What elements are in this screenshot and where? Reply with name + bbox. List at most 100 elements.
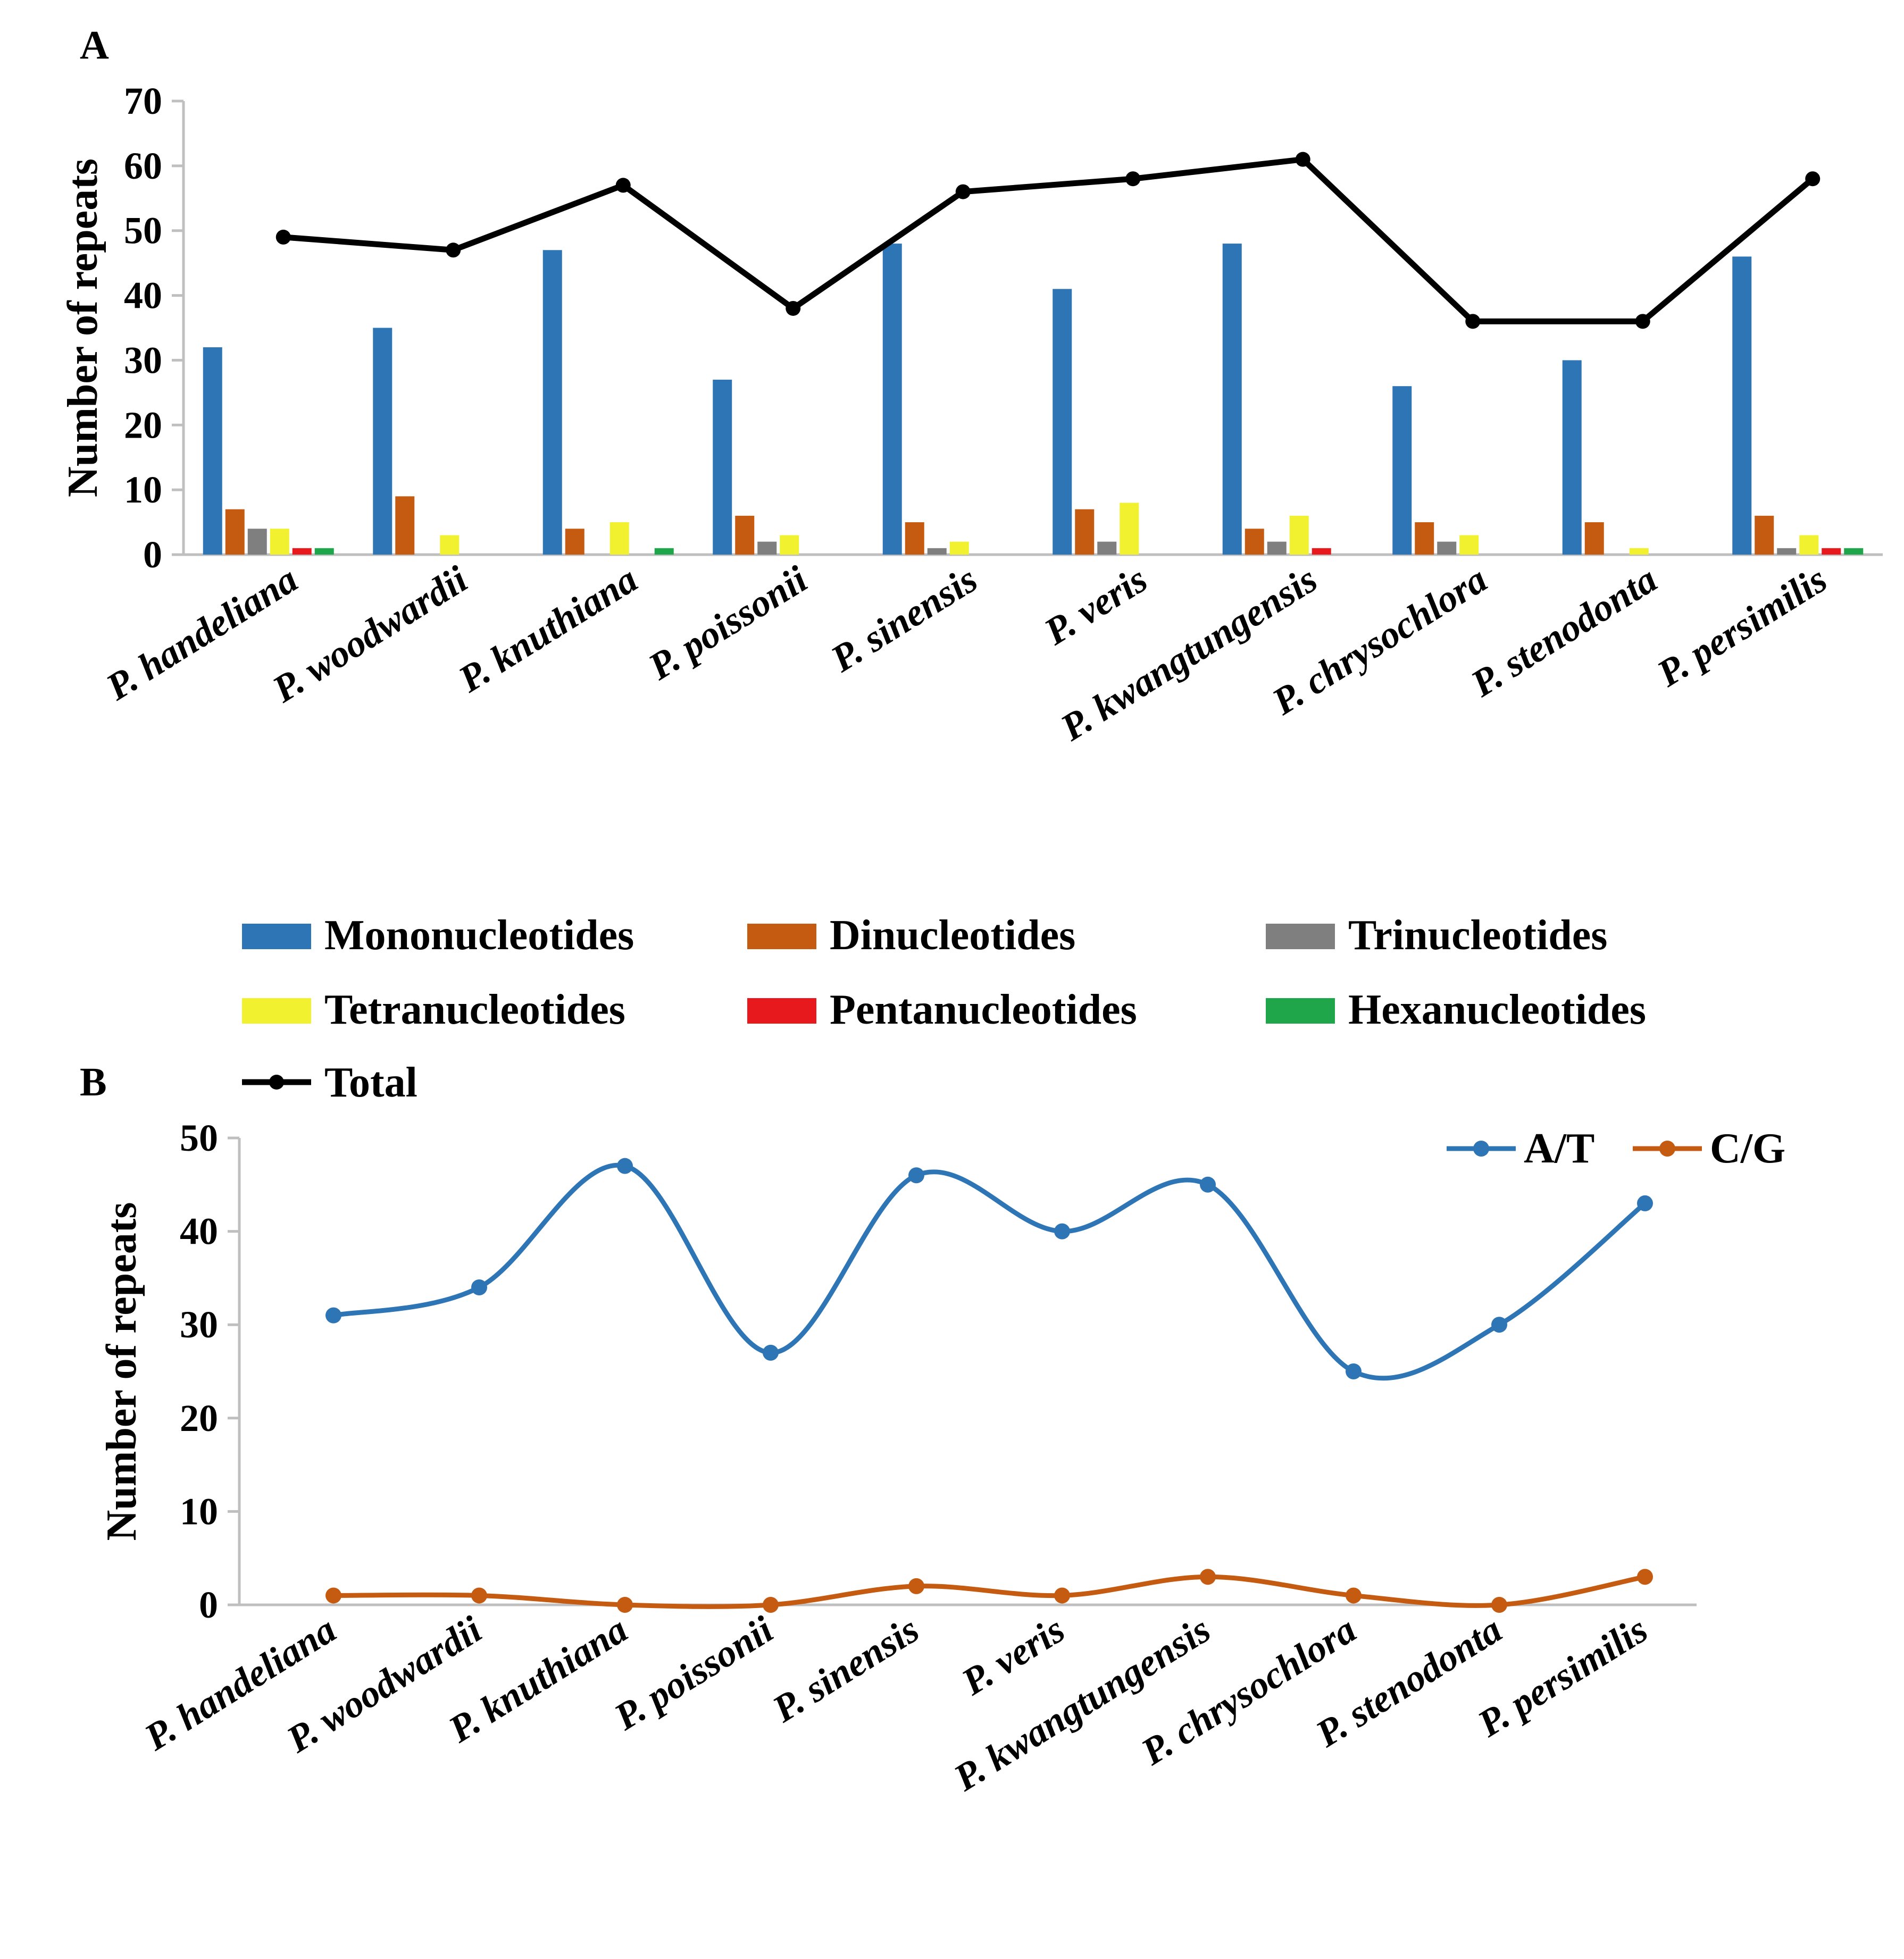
bar-tetranucleotides (780, 535, 799, 555)
y-tick-label-b: 40 (180, 1210, 218, 1253)
y-tick-label-a: 30 (124, 339, 162, 381)
x-tick-label-a: P. veris (1037, 558, 1155, 654)
x-tick-label-b: P. sinensis (765, 1608, 926, 1731)
bar-dinucleotides (1584, 522, 1604, 555)
legend-label-dinucleotides: Dinucleotides (830, 912, 1075, 959)
series-point-a-t (763, 1344, 779, 1361)
y-axis-title-b: Number of repeats (98, 1202, 145, 1541)
bar-tetranucleotides (440, 535, 460, 555)
y-tick-label-a: 40 (124, 274, 162, 317)
y-axis-title-a: Number of repeats (60, 158, 106, 497)
bar-dinucleotides (905, 522, 924, 555)
legend-label-a-t: A/T (1524, 1125, 1594, 1172)
y-tick-label-b: 30 (180, 1303, 218, 1346)
bar-tetranucleotides (609, 522, 629, 555)
series-point-a-t (1637, 1195, 1653, 1211)
bar-mononucleotides (882, 244, 902, 555)
total-point (1295, 152, 1310, 167)
series-point-c-g (1200, 1569, 1216, 1585)
bar-mononucleotides (373, 328, 393, 555)
x-tick-label-b: P. veris (954, 1608, 1072, 1704)
legend-marker-c-g (1659, 1141, 1675, 1157)
x-tick-label-a: P. knuthiana (451, 558, 645, 701)
series-point-c-g (1491, 1597, 1507, 1613)
legend-label-mononucleotides: Mononucleotides (324, 912, 634, 959)
legend-swatch-trinucleotides (1266, 924, 1335, 949)
series-point-a-t (1054, 1223, 1070, 1240)
total-point (955, 184, 971, 199)
legend-label-tetranucleotides: Tetranucleotides (324, 986, 625, 1033)
series-point-a-t (1491, 1317, 1507, 1333)
x-tick-label-a: P. stenodonta (1463, 558, 1664, 706)
bar-trinucleotides (1437, 541, 1457, 555)
total-point (275, 229, 291, 245)
y-tick-label-a: 50 (124, 210, 162, 252)
bar-mononucleotides (1732, 256, 1752, 555)
bar-pentanucleotides (1312, 548, 1331, 555)
total-point (1635, 314, 1650, 329)
series-line-c-g (333, 1574, 1646, 1609)
total-point (1125, 171, 1141, 187)
y-tick-label-a: 10 (124, 468, 162, 511)
bar-tetranucleotides (270, 529, 289, 555)
bar-dinucleotides (735, 515, 755, 555)
bar-dinucleotides (1075, 509, 1095, 555)
bar-trinucleotides (757, 541, 777, 555)
series-point-a-t (908, 1167, 924, 1184)
bar-trinucleotides (1267, 541, 1287, 555)
bar-dinucleotides (395, 496, 415, 555)
x-tick-label-a: P. persimilis (1649, 558, 1834, 695)
x-tick-label-a: P. poissonii (641, 558, 815, 689)
x-tick-label-a: P. sinensis (823, 558, 984, 681)
panel-a-label: A (80, 23, 109, 68)
bar-trinucleotides (1777, 548, 1797, 555)
bar-tetranucleotides (949, 541, 969, 555)
bar-trinucleotides (247, 529, 267, 555)
bar-pentanucleotides (292, 548, 312, 555)
panel-b-label: B (80, 1060, 107, 1104)
legend-label-hexanucleotides: Hexanucleotides (1348, 986, 1646, 1033)
series-point-c-g (1346, 1587, 1362, 1604)
series-point-c-g (1637, 1569, 1653, 1585)
legend-swatch-pentanucleotides (747, 998, 816, 1024)
y-tick-label-a: 20 (124, 404, 162, 446)
series-point-a-t (1200, 1176, 1216, 1193)
series-point-c-g (325, 1587, 341, 1604)
legend-label-total: Total (324, 1059, 417, 1106)
legend-label-trinucleotides: Trinucleotides (1348, 912, 1607, 959)
legend-swatch-tetranucleotides (242, 998, 311, 1024)
bar-dinucleotides (1245, 529, 1264, 555)
y-tick-label-b: 10 (180, 1490, 218, 1533)
series-point-c-g (763, 1597, 779, 1613)
total-point (1465, 314, 1481, 329)
series-point-a-t (617, 1158, 633, 1174)
bar-mononucleotides (203, 347, 222, 555)
total-line (283, 156, 1815, 324)
series-line-a-t (333, 1162, 1647, 1381)
y-tick-label-a: 60 (124, 145, 162, 187)
series-point-c-g (1054, 1587, 1070, 1604)
y-tick-label-a: 0 (143, 533, 162, 576)
legend-swatch-hexanucleotides (1266, 998, 1335, 1024)
bar-pentanucleotides (1822, 548, 1841, 555)
series-point-c-g (908, 1578, 924, 1594)
bar-tetranucleotides (1120, 503, 1139, 555)
legend-swatch-mononucleotides (242, 924, 311, 949)
bar-tetranucleotides (1289, 515, 1309, 555)
total-point (1805, 171, 1821, 187)
y-tick-label-b: 20 (180, 1397, 218, 1439)
series-point-a-t (471, 1279, 487, 1295)
bar-dinucleotides (1755, 515, 1774, 555)
series-point-a-t (325, 1307, 341, 1324)
bar-mononucleotides (713, 379, 732, 555)
bar-tetranucleotides (1629, 548, 1649, 555)
series-point-c-g (617, 1597, 633, 1613)
x-tick-label-b: P. kwangtungensis (946, 1608, 1217, 1799)
y-tick-label-a: 70 (124, 80, 162, 122)
total-point (786, 300, 801, 316)
legend-swatch-dinucleotides (747, 924, 816, 949)
bar-mononucleotides (1392, 386, 1412, 555)
bar-hexanucleotides (654, 548, 674, 555)
